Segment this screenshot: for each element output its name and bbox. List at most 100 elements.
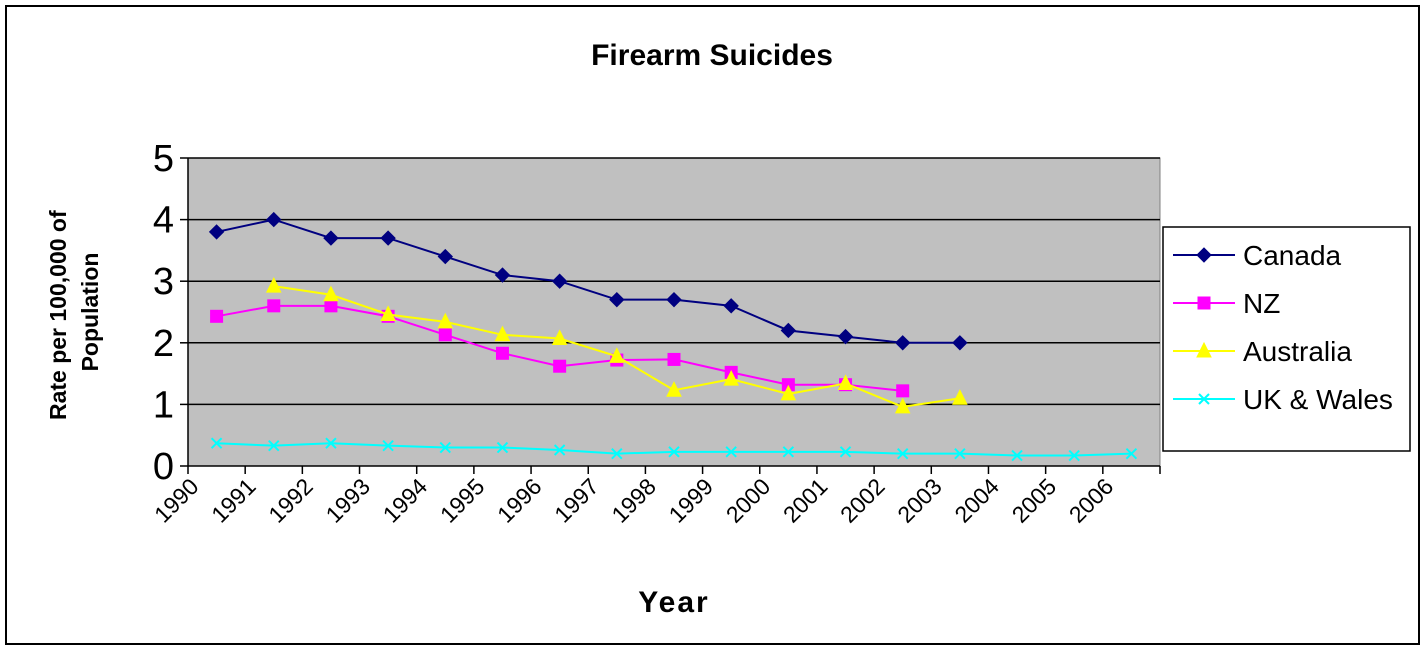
y-tick-label: 5 [153, 138, 174, 180]
series-australia [265, 277, 968, 414]
data-point-uk-wales [439, 441, 452, 454]
series-canada [208, 211, 968, 351]
data-point-canada [952, 335, 968, 351]
y-tick-label: 0 [153, 446, 174, 488]
data-point-uk-wales-stroke [382, 439, 394, 452]
legend-marker [1196, 247, 1212, 263]
data-point-uk-wales [896, 447, 909, 460]
series-uk-wales [210, 437, 1138, 462]
data-point-australia [780, 384, 797, 401]
x-tick-label: 1991 [206, 473, 261, 528]
data-point-australia [666, 381, 682, 397]
x-tick-label: 2004 [949, 473, 1004, 528]
data-point-uk-wales-stroke [725, 446, 737, 458]
data-point-nz [324, 299, 338, 313]
data-point-uk-wales [210, 437, 223, 449]
data-point-australia [837, 374, 854, 390]
data-point-uk-wales [954, 447, 966, 460]
data-point-uk-wales-stroke [496, 441, 509, 454]
data-point-uk-wales-stroke [553, 444, 566, 456]
legend-marker [1196, 341, 1212, 358]
legend-box [1162, 226, 1411, 452]
data-point-uk-wales [1011, 449, 1023, 462]
data-point-canada [266, 211, 282, 228]
data-point-canada [551, 273, 568, 289]
axes [180, 157, 1161, 474]
data-point-uk-wales [668, 446, 680, 458]
data-point-uk-wales-stroke [668, 446, 680, 458]
data-point-uk-wales-stroke [268, 439, 280, 452]
x-tick-label: 2006 [1064, 473, 1119, 528]
y-tick-label: 2 [153, 323, 174, 365]
data-point-nz [667, 352, 681, 366]
x-axis-label: Year [638, 586, 709, 619]
legend-marker [1197, 296, 1211, 310]
x-tick-labels: 1990 1991 1992 1993 1994 1995 1996 1997 1998 1999… [149, 473, 1118, 528]
x-tick-label: 1994 [378, 473, 433, 528]
data-point-nz [495, 346, 509, 360]
data-point-nz [267, 299, 281, 313]
gridlines [188, 157, 1160, 406]
y-axis-label-group: Rate per 100,000 of Population [45, 210, 103, 420]
y-tick-label: 1 [153, 384, 174, 426]
x-tick-label: 1995 [435, 473, 490, 528]
y-axis-label-line-2: Population [77, 253, 103, 372]
data-point-uk-wales-stroke [1125, 447, 1138, 460]
data-point-uk-wales-stroke [954, 447, 966, 460]
data-point-nz [896, 384, 910, 398]
x-tick-label: 2003 [892, 473, 947, 528]
data-point-australia [265, 277, 282, 293]
data-point-uk-wales [382, 439, 394, 452]
legend: Canada NZ Australia UK & Wales [1162, 226, 1411, 452]
data-point-canada [380, 230, 396, 246]
x-tick-label: 1997 [549, 473, 604, 528]
x-tick-label: 1998 [606, 473, 661, 528]
data-point-uk-wales-stroke [611, 447, 623, 460]
legend-item-nz: NZ [1173, 288, 1280, 319]
data-point-australia [380, 305, 396, 321]
data-point-uk-wales-stroke [325, 437, 337, 449]
x-tick-label: 1999 [664, 473, 719, 528]
legend-marker [1198, 393, 1210, 405]
x-tick-label: 1993 [320, 473, 375, 528]
data-point-uk-wales [268, 439, 280, 452]
y-tick-labels: 0 1 2 3 4 5 [153, 138, 174, 488]
data-point-nz [438, 328, 452, 342]
data-point-uk-wales [325, 437, 337, 449]
legend-item-australia: Australia [1173, 336, 1352, 367]
legend-label: NZ [1243, 288, 1280, 319]
data-point-australia [894, 397, 911, 414]
data-point-canada [323, 230, 339, 246]
data-point-uk-wales [725, 446, 737, 458]
x-tick-label: 2001 [778, 473, 833, 528]
x-tick-label: 2002 [835, 473, 890, 528]
data-point-australia [723, 370, 739, 386]
data-point-nz [210, 309, 224, 323]
legend-label: Australia [1243, 336, 1352, 367]
x-tick-label: 2000 [721, 473, 776, 528]
data-point-canada [609, 291, 625, 308]
data-point-uk-wales-stroke [839, 446, 852, 458]
x-tick-label: 1996 [492, 473, 547, 528]
data-point-uk-wales [1125, 447, 1138, 460]
chart-title: Firearm Suicides [591, 39, 833, 72]
data-point-uk-wales-stroke [782, 446, 795, 458]
data-point-uk-wales [839, 446, 852, 458]
data-point-canada [208, 224, 225, 240]
data-point-canada [437, 248, 454, 265]
x-tick-label: 1992 [263, 473, 318, 528]
data-point-canada [494, 267, 511, 283]
data-point-canada [666, 291, 682, 308]
data-point-uk-wales [611, 447, 623, 460]
data-point-australia [551, 329, 568, 345]
data-point-uk-wales-stroke [210, 437, 223, 449]
x-tick-label: 2005 [1007, 473, 1062, 528]
data-point-australia [609, 347, 625, 363]
data-point-uk-wales-stroke [1068, 449, 1080, 462]
data-point-uk-wales-stroke [439, 441, 452, 454]
plot-area [187, 157, 1161, 467]
data-point-uk-wales [1068, 449, 1080, 462]
data-point-uk-wales-stroke [1011, 449, 1023, 462]
data-point-australia [952, 389, 968, 405]
data-point-canada [780, 322, 797, 339]
